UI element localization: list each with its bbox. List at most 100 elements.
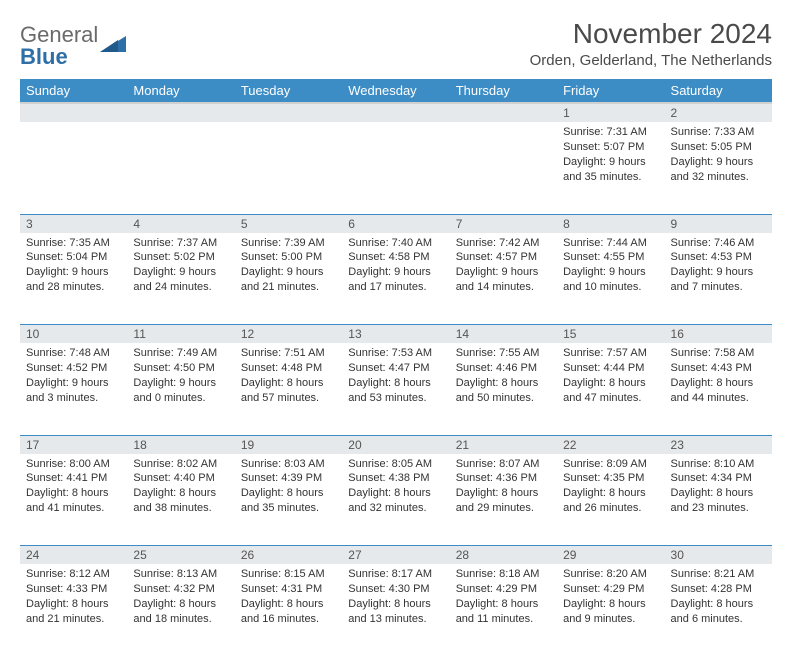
- day-cell: Sunrise: 7:51 AMSunset: 4:48 PMDaylight:…: [235, 343, 342, 435]
- weekday-header: Tuesday: [235, 79, 342, 103]
- sunrise-text: Sunrise: 7:37 AM: [133, 236, 228, 251]
- sunset-text: Sunset: 4:40 PM: [133, 471, 228, 486]
- weekday-header: Wednesday: [342, 79, 449, 103]
- day-number: 1: [557, 103, 664, 122]
- daylight-line1: Daylight: 9 hours: [563, 265, 658, 280]
- sunrise-text: Sunrise: 8:21 AM: [671, 567, 766, 582]
- day-number: [235, 103, 342, 122]
- daylight-line1: Daylight: 8 hours: [241, 486, 336, 501]
- day-number-row: 3456789: [20, 214, 772, 233]
- day-cell: Sunrise: 7:33 AMSunset: 5:05 PMDaylight:…: [665, 122, 772, 214]
- day-number: [342, 103, 449, 122]
- day-cell: Sunrise: 8:12 AMSunset: 4:33 PMDaylight:…: [20, 564, 127, 656]
- day-number: 11: [127, 325, 234, 344]
- day-number: 23: [665, 435, 772, 454]
- day-number: 12: [235, 325, 342, 344]
- day-content: Sunrise: 8:02 AMSunset: 4:40 PMDaylight:…: [127, 454, 234, 522]
- sunset-text: Sunset: 4:53 PM: [671, 250, 766, 265]
- day-number: [127, 103, 234, 122]
- daylight-line1: Daylight: 9 hours: [671, 155, 766, 170]
- logo-triangle-icon: [100, 34, 126, 59]
- daylight-line1: Daylight: 8 hours: [348, 597, 443, 612]
- sunrise-text: Sunrise: 7:53 AM: [348, 346, 443, 361]
- daylight-line2: and 13 minutes.: [348, 612, 443, 627]
- day-cell: Sunrise: 8:05 AMSunset: 4:38 PMDaylight:…: [342, 454, 449, 546]
- sunset-text: Sunset: 4:34 PM: [671, 471, 766, 486]
- day-content: Sunrise: 8:09 AMSunset: 4:35 PMDaylight:…: [557, 454, 664, 522]
- week-row: Sunrise: 7:31 AMSunset: 5:07 PMDaylight:…: [20, 122, 772, 214]
- daylight-line1: Daylight: 8 hours: [348, 486, 443, 501]
- day-content: Sunrise: 7:35 AMSunset: 5:04 PMDaylight:…: [20, 233, 127, 301]
- sunset-text: Sunset: 5:04 PM: [26, 250, 121, 265]
- week-row: Sunrise: 8:00 AMSunset: 4:41 PMDaylight:…: [20, 454, 772, 546]
- daylight-line1: Daylight: 9 hours: [348, 265, 443, 280]
- day-cell: Sunrise: 7:42 AMSunset: 4:57 PMDaylight:…: [450, 233, 557, 325]
- sunset-text: Sunset: 4:36 PM: [456, 471, 551, 486]
- daylight-line2: and 41 minutes.: [26, 501, 121, 516]
- day-cell: Sunrise: 8:07 AMSunset: 4:36 PMDaylight:…: [450, 454, 557, 546]
- sunset-text: Sunset: 4:29 PM: [563, 582, 658, 597]
- day-content: Sunrise: 8:05 AMSunset: 4:38 PMDaylight:…: [342, 454, 449, 522]
- daylight-line2: and 10 minutes.: [563, 280, 658, 295]
- daylight-line1: Daylight: 8 hours: [241, 597, 336, 612]
- daylight-line1: Daylight: 8 hours: [563, 486, 658, 501]
- sunset-text: Sunset: 4:46 PM: [456, 361, 551, 376]
- day-content: Sunrise: 8:18 AMSunset: 4:29 PMDaylight:…: [450, 564, 557, 632]
- day-number: 16: [665, 325, 772, 344]
- sunset-text: Sunset: 4:38 PM: [348, 471, 443, 486]
- daylight-line1: Daylight: 9 hours: [26, 376, 121, 391]
- day-number: 3: [20, 214, 127, 233]
- calendar-body: 12Sunrise: 7:31 AMSunset: 5:07 PMDayligh…: [20, 103, 772, 656]
- daylight-line2: and 3 minutes.: [26, 391, 121, 406]
- daylight-line1: Daylight: 8 hours: [456, 597, 551, 612]
- day-content: Sunrise: 7:57 AMSunset: 4:44 PMDaylight:…: [557, 343, 664, 411]
- sunrise-text: Sunrise: 8:05 AM: [348, 457, 443, 472]
- daylight-line1: Daylight: 9 hours: [133, 376, 228, 391]
- day-number-row: 17181920212223: [20, 435, 772, 454]
- day-number: 22: [557, 435, 664, 454]
- daylight-line1: Daylight: 8 hours: [348, 376, 443, 391]
- daylight-line2: and 32 minutes.: [671, 170, 766, 185]
- daylight-line1: Daylight: 8 hours: [671, 376, 766, 391]
- sunset-text: Sunset: 4:32 PM: [133, 582, 228, 597]
- daylight-line1: Daylight: 8 hours: [26, 486, 121, 501]
- sunrise-text: Sunrise: 7:46 AM: [671, 236, 766, 251]
- day-cell: Sunrise: 8:18 AMSunset: 4:29 PMDaylight:…: [450, 564, 557, 656]
- daylight-line1: Daylight: 8 hours: [133, 486, 228, 501]
- sunrise-text: Sunrise: 8:02 AM: [133, 457, 228, 472]
- sunrise-text: Sunrise: 7:42 AM: [456, 236, 551, 251]
- sunset-text: Sunset: 4:30 PM: [348, 582, 443, 597]
- daylight-line2: and 0 minutes.: [133, 391, 228, 406]
- day-number: 10: [20, 325, 127, 344]
- sunrise-text: Sunrise: 7:55 AM: [456, 346, 551, 361]
- day-number: 14: [450, 325, 557, 344]
- weekday-header: Thursday: [450, 79, 557, 103]
- day-content: Sunrise: 8:20 AMSunset: 4:29 PMDaylight:…: [557, 564, 664, 632]
- sunset-text: Sunset: 4:28 PM: [671, 582, 766, 597]
- day-number-row: 24252627282930: [20, 546, 772, 565]
- day-cell: Sunrise: 8:02 AMSunset: 4:40 PMDaylight:…: [127, 454, 234, 546]
- logo: General Blue: [20, 18, 126, 68]
- day-cell: Sunrise: 8:00 AMSunset: 4:41 PMDaylight:…: [20, 454, 127, 546]
- sunrise-text: Sunrise: 7:57 AM: [563, 346, 658, 361]
- day-number: 19: [235, 435, 342, 454]
- day-number-row: 10111213141516: [20, 325, 772, 344]
- daylight-line2: and 18 minutes.: [133, 612, 228, 627]
- day-cell: Sunrise: 7:58 AMSunset: 4:43 PMDaylight:…: [665, 343, 772, 435]
- day-number-row: 12: [20, 103, 772, 122]
- day-number: 18: [127, 435, 234, 454]
- day-number: [450, 103, 557, 122]
- day-cell: [20, 122, 127, 214]
- daylight-line1: Daylight: 9 hours: [133, 265, 228, 280]
- day-content: Sunrise: 7:58 AMSunset: 4:43 PMDaylight:…: [665, 343, 772, 411]
- daylight-line1: Daylight: 8 hours: [563, 376, 658, 391]
- sunrise-text: Sunrise: 7:48 AM: [26, 346, 121, 361]
- sunset-text: Sunset: 5:02 PM: [133, 250, 228, 265]
- day-number: 5: [235, 214, 342, 233]
- day-content: Sunrise: 8:10 AMSunset: 4:34 PMDaylight:…: [665, 454, 772, 522]
- day-number: 29: [557, 546, 664, 565]
- week-row: Sunrise: 7:48 AMSunset: 4:52 PMDaylight:…: [20, 343, 772, 435]
- daylight-line1: Daylight: 9 hours: [26, 265, 121, 280]
- weekday-header: Sunday: [20, 79, 127, 103]
- sunrise-text: Sunrise: 8:17 AM: [348, 567, 443, 582]
